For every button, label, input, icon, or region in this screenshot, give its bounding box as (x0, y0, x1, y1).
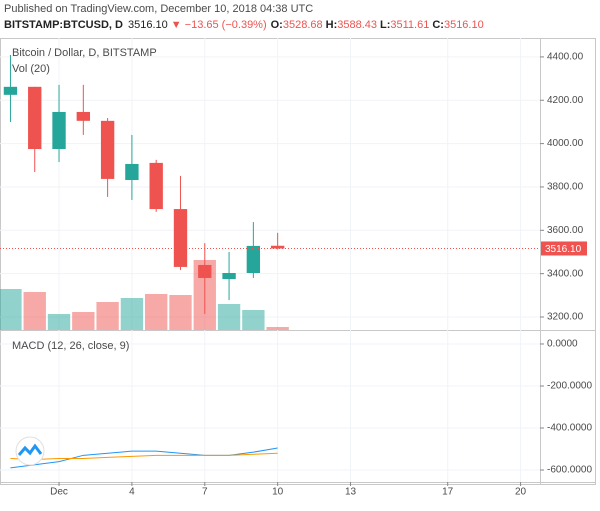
candle-body (222, 272, 236, 280)
x-tick-label: 10 (272, 487, 284, 498)
ohlc-value: 3528.68 (283, 19, 323, 31)
volume-bar (72, 312, 95, 330)
ohlc-label: C: (432, 19, 444, 31)
candle-body (100, 120, 115, 179)
y-tick-label: 3200.00 (547, 312, 584, 323)
y-tick-label: 4000.00 (547, 138, 584, 149)
y-tick-label: -200.0000 (547, 381, 592, 392)
y-tick-label: 3600.00 (547, 225, 584, 236)
ohlc-label: O: (271, 19, 283, 31)
macd (10, 447, 278, 469)
change: ▼ −13.65 (−0.39%) (171, 19, 267, 31)
y-tick-label: -600.0000 (547, 465, 592, 476)
candles (0, 54, 540, 314)
ohlc-label: H: (326, 19, 338, 31)
volume-bar (217, 304, 241, 330)
x-tick-label: 13 (345, 487, 357, 498)
y-tick-label: -400.0000 (547, 423, 592, 434)
x-tick-label: 17 (442, 487, 454, 498)
ohlc-value: 3511.61 (390, 19, 429, 31)
x-tick-label: 20 (515, 487, 527, 498)
macd-line (10, 452, 278, 461)
volume-bar (120, 298, 144, 330)
volume (0, 260, 289, 330)
last-price-label: 3516.10 (545, 244, 582, 255)
ohlc-value: 3588.43 (337, 19, 377, 31)
candle-body (270, 245, 285, 249)
chart-title: Bitcoin / Dollar, D, BITSTAMP (12, 47, 157, 59)
ohlc-label: L: (380, 19, 390, 31)
volume-bar (47, 314, 71, 330)
x-tick-label: Dec (50, 487, 68, 498)
volume-bar (96, 302, 119, 330)
y-tick-label: 4400.00 (547, 52, 584, 63)
candle-body (173, 209, 188, 267)
published: Published on TradingView.com, December 1… (4, 3, 313, 15)
candle-body (3, 86, 18, 95)
candle-body (149, 162, 163, 210)
candle-body (52, 111, 66, 150)
axes: 4400.00 4200.00 4000.00 3800.00 3600.00 3400.… (50, 52, 592, 498)
volume-bar (169, 295, 192, 330)
volume-bar (145, 294, 168, 330)
macd-line (10, 447, 278, 469)
candle-body (125, 163, 139, 181)
volume-bar (23, 292, 46, 330)
symbol: BITSTAMP:BTCUSD, D (4, 19, 123, 31)
y-tick-label: 0.0000 (547, 339, 578, 350)
y-tick-label: 3400.00 (547, 268, 584, 279)
candle-body (76, 111, 90, 121)
volume-title: Vol (20) (12, 63, 50, 75)
y-tick-label: 4200.00 (547, 95, 584, 106)
last-price: 3516.10 (128, 19, 168, 31)
volume-bar (0, 289, 22, 330)
candle-body (28, 86, 42, 150)
frame (0, 38, 596, 485)
symbol-line: BITSTAMP:BTCUSD, D 3516.10 ▼ −13.65 (−0.39… (4, 19, 484, 31)
x-tick-label: 7 (202, 487, 208, 498)
volume-bar (242, 310, 265, 330)
grid (0, 38, 540, 482)
volume-bar (266, 327, 289, 330)
x-tick-label: 4 (129, 487, 135, 498)
candle-body (246, 245, 261, 273)
y-tick-label: 3800.00 (547, 182, 584, 193)
macd-title: MACD (12, 26, close, 9) (12, 340, 129, 352)
candle-body (198, 264, 212, 278)
logo (15, 436, 45, 466)
last-price-badge (541, 241, 587, 256)
ohlc-value: 3516.10 (444, 19, 484, 31)
